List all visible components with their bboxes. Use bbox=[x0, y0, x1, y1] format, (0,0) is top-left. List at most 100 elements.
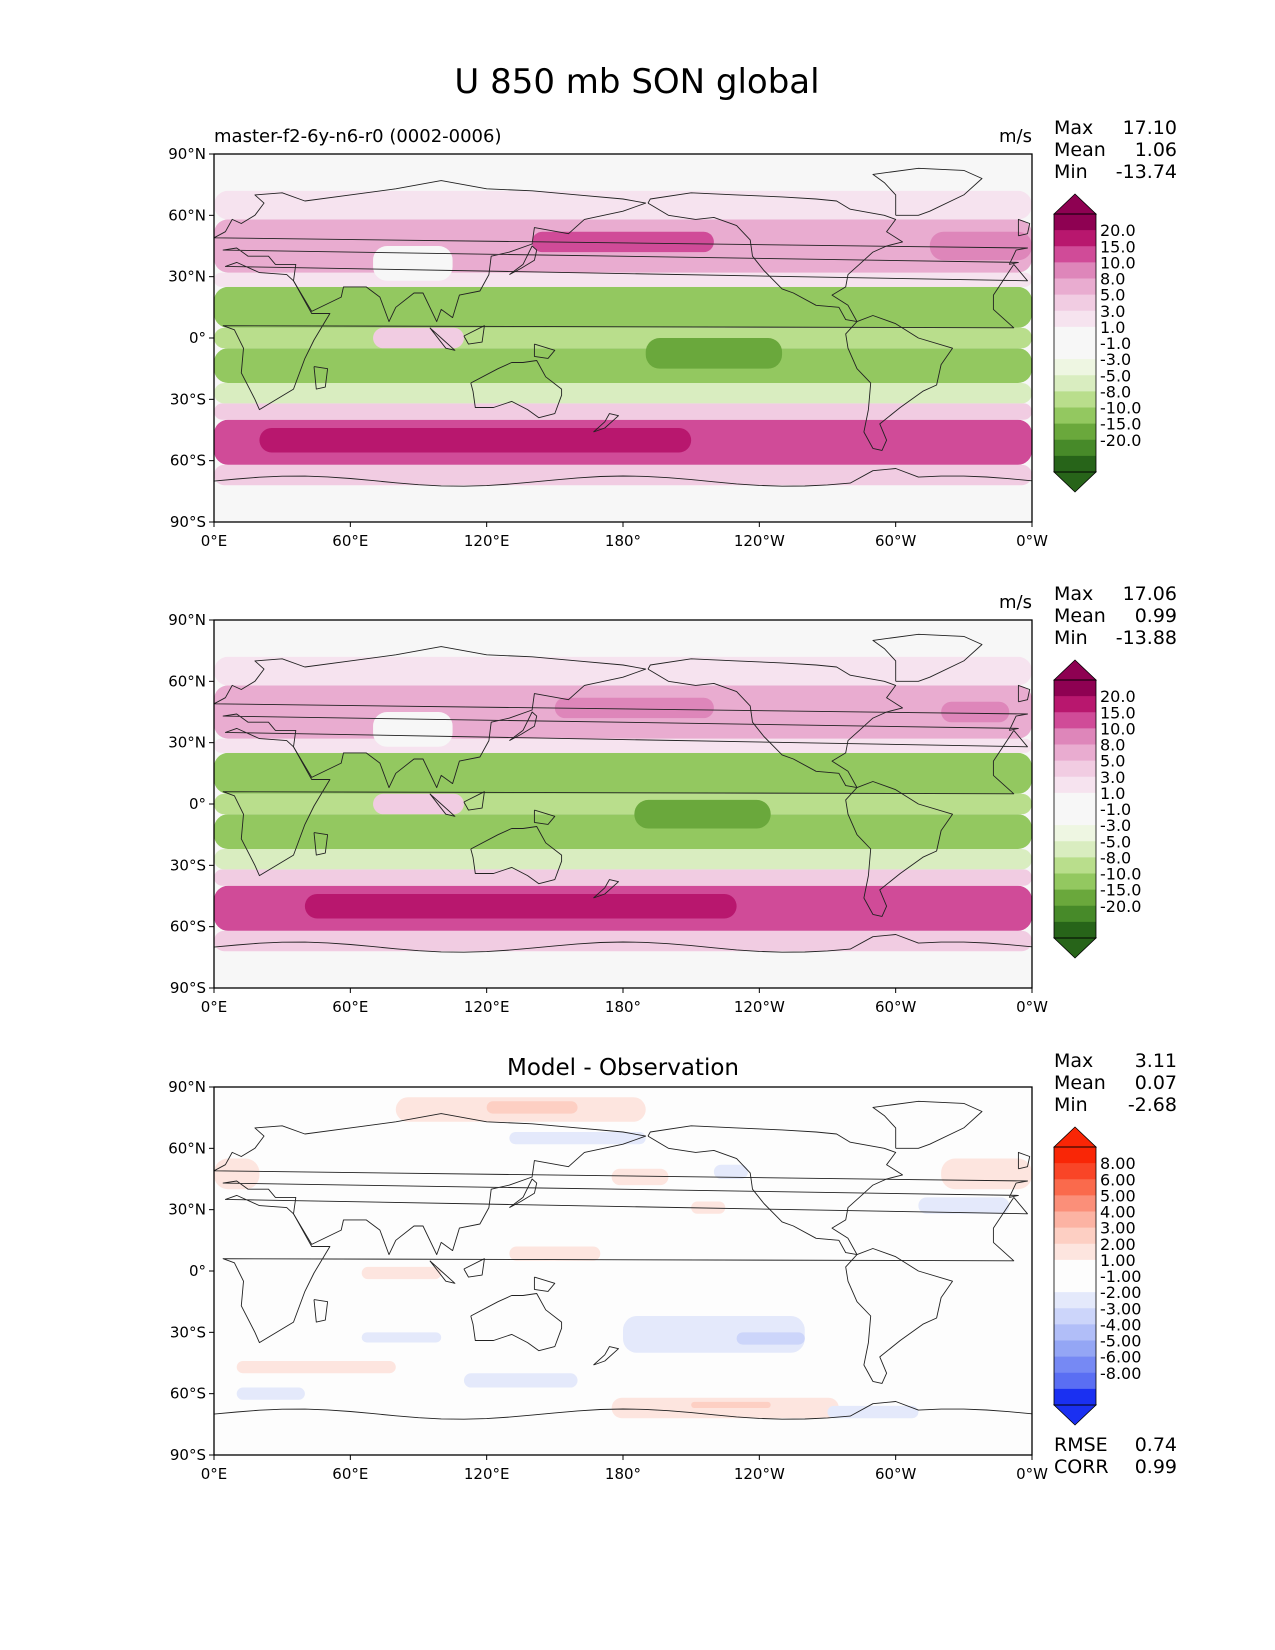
colorbar-label: 4.00 bbox=[1100, 1203, 1136, 1222]
colorbar-segment bbox=[1054, 1227, 1096, 1245]
colorbar-label: 5.0 bbox=[1100, 752, 1125, 771]
panel-units: m/s bbox=[999, 126, 1032, 147]
stat-label-min: Min bbox=[1054, 1094, 1088, 1116]
colorbar-segment bbox=[1054, 278, 1096, 296]
field-band-5 bbox=[214, 848, 1032, 870]
panel-stats: Max 17.06 Mean 0.99 Min -13.88 bbox=[1054, 583, 1177, 649]
stat-value-corr: 0.99 bbox=[1135, 1456, 1177, 1478]
field-band-0 bbox=[214, 951, 1032, 988]
field-band-7 bbox=[918, 1197, 1010, 1214]
y-tick-label: 60°S bbox=[170, 452, 206, 470]
colorbar-label: -20.0 bbox=[1100, 897, 1141, 916]
field-band-16 bbox=[214, 656, 1032, 686]
stat-value-max: 3.11 bbox=[1135, 1050, 1177, 1072]
colorbar-segment bbox=[1054, 1292, 1096, 1309]
colorbar-label: 1.0 bbox=[1100, 318, 1125, 337]
coastline-11 bbox=[1017, 684, 1031, 703]
y-tick-label: 60°S bbox=[170, 918, 206, 936]
colorbar-segment bbox=[1054, 1147, 1096, 1164]
coastline-8 bbox=[533, 343, 556, 359]
panel-subtitle: master-f2-6y-n6-r0 (0002-0006) bbox=[214, 126, 501, 147]
y-tick-label: 30°N bbox=[168, 734, 206, 752]
colorbar-segment bbox=[1054, 841, 1096, 858]
axes: 0°E 60°E 120°E 180° 120°W 60°W 0°W 90°N 60°N 30°N… bbox=[168, 145, 1048, 550]
coastline-0 bbox=[222, 261, 1028, 411]
field-band-15 bbox=[373, 712, 453, 747]
field-band-4 bbox=[214, 403, 1032, 420]
y-tick-label: 90°N bbox=[168, 611, 206, 629]
y-tick-label: 0° bbox=[189, 795, 206, 813]
colorbar-segment bbox=[1054, 1243, 1096, 1261]
field-band-18 bbox=[691, 1401, 771, 1408]
x-tick-label: 120°E bbox=[464, 1465, 510, 1483]
coastlines bbox=[214, 1100, 1032, 1420]
coastline-3 bbox=[845, 315, 953, 451]
y-tick-label: 30°N bbox=[168, 1201, 206, 1219]
field-band-14 bbox=[236, 1360, 396, 1374]
y-tick-label: 0° bbox=[189, 329, 206, 347]
y-tick-label: 60°N bbox=[168, 1139, 206, 1157]
colorbar-segment bbox=[1054, 455, 1096, 473]
axes: 0°E 60°E 120°E 180° 120°W 60°W 0°W 90°N 60°N 30°N… bbox=[168, 611, 1048, 1016]
colorbar-label: -5.0 bbox=[1100, 366, 1131, 385]
field-band-14 bbox=[941, 701, 1010, 723]
coastline-12 bbox=[593, 1346, 619, 1366]
colorbar-extend-max bbox=[1053, 659, 1097, 681]
coastline-7 bbox=[463, 1258, 485, 1278]
coastline-12 bbox=[593, 879, 619, 899]
coastline-2 bbox=[647, 1125, 903, 1256]
y-tick-label: 60°N bbox=[168, 206, 206, 224]
field-band-3 bbox=[214, 1158, 260, 1190]
colorbar-label: 8.00 bbox=[1100, 1154, 1136, 1173]
stat-value-min: -13.88 bbox=[1116, 627, 1177, 649]
colorbar-segment bbox=[1054, 889, 1096, 907]
colorbar-segment bbox=[1054, 294, 1096, 312]
stat-label-mean: Mean bbox=[1054, 605, 1106, 627]
x-tick-label: 60°E bbox=[332, 532, 368, 550]
x-tick-label: 180° bbox=[605, 532, 641, 550]
map-area bbox=[214, 154, 1032, 522]
coastline-5 bbox=[872, 167, 983, 216]
field-band-19 bbox=[827, 1405, 919, 1419]
colorbar-segment bbox=[1054, 1324, 1096, 1341]
colorbar-segment bbox=[1054, 712, 1096, 729]
colorbar-segment bbox=[1054, 214, 1096, 231]
colorbar-label: -1.00 bbox=[1100, 1267, 1141, 1286]
field-band-8 bbox=[214, 286, 1032, 328]
colorbar-segment bbox=[1054, 1356, 1096, 1374]
field-band-11 bbox=[214, 272, 1032, 287]
coastline-2 bbox=[647, 192, 903, 323]
colorbar-label: -10.0 bbox=[1100, 399, 1141, 418]
colorbar-label: -15.0 bbox=[1100, 881, 1141, 900]
colorbar-segment bbox=[1054, 230, 1096, 247]
stat-value-mean: 0.99 bbox=[1135, 605, 1177, 627]
field-band-6 bbox=[214, 814, 1032, 849]
coastline-1 bbox=[214, 1113, 1028, 1256]
coastline-10 bbox=[313, 832, 329, 856]
coastline-10 bbox=[313, 366, 329, 390]
coastlines bbox=[214, 167, 1032, 487]
x-tick-label: 60°W bbox=[875, 998, 917, 1016]
colorbar-label: -3.0 bbox=[1100, 816, 1131, 835]
coastline-5 bbox=[872, 1100, 983, 1149]
colorbar-segment bbox=[1054, 792, 1096, 810]
x-tick-label: 0°W bbox=[1016, 998, 1048, 1016]
coastline-7 bbox=[463, 325, 485, 345]
y-tick-label: 30°S bbox=[170, 390, 206, 408]
stat-label-max: Max bbox=[1054, 117, 1093, 139]
colorbar-label: 3.0 bbox=[1100, 768, 1125, 787]
colorbar-extend-max bbox=[1053, 1126, 1097, 1148]
colorbar-segment bbox=[1054, 407, 1096, 425]
stat-label-max: Max bbox=[1054, 583, 1093, 605]
field-band-6 bbox=[214, 348, 1032, 383]
colorbar-label: -20.0 bbox=[1100, 431, 1141, 450]
stat-value-min: -2.68 bbox=[1128, 1094, 1177, 1116]
colorbar-segment bbox=[1054, 1276, 1096, 1293]
field-band-13 bbox=[554, 697, 714, 719]
y-tick-label: 90°S bbox=[170, 979, 206, 997]
coastline-8 bbox=[533, 1276, 556, 1292]
x-tick-label: 120°W bbox=[734, 1465, 785, 1483]
colorbar-label: -10.0 bbox=[1100, 865, 1141, 884]
x-tick-label: 0°E bbox=[201, 1465, 228, 1483]
field-band-1 bbox=[214, 464, 1032, 486]
